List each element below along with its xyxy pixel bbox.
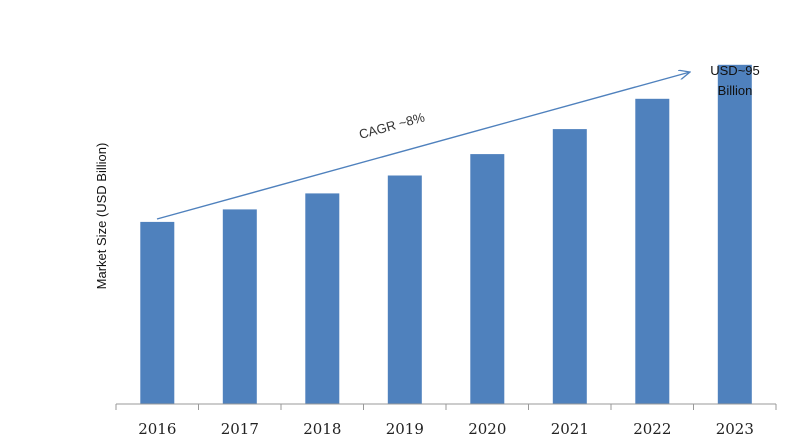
bar-2022	[635, 98, 670, 405]
end-value-label-line2: Billion	[718, 83, 753, 98]
x-tick-label-2016: 2016	[138, 420, 176, 438]
x-axis-tick-labels: 2016 2017 2018 2019 2020 2021 2022 2023	[138, 420, 754, 438]
x-tick-label-2022: 2022	[633, 420, 671, 438]
bar-2018	[305, 193, 340, 404]
x-tick-label-2020: 2020	[468, 420, 506, 438]
x-tick-label-2017: 2017	[221, 420, 259, 438]
x-tick-label-2019: 2019	[386, 420, 424, 438]
y-axis-title: Market Size (USD Billion)	[94, 143, 109, 290]
x-tick-label-2023: 2023	[716, 420, 754, 438]
end-value-label-line1: USD~95	[710, 63, 760, 78]
bars-group	[140, 64, 752, 405]
x-tick-label-2018: 2018	[303, 420, 341, 438]
bar-2019	[387, 175, 422, 404]
cagr-label: CAGR ~8%	[357, 109, 427, 142]
bar-2021	[552, 129, 587, 404]
bar-2016	[140, 221, 175, 404]
cagr-trend-arrow	[156, 72, 690, 220]
x-tick-label-2021: 2021	[551, 420, 589, 438]
bar-2017	[222, 209, 257, 404]
bar-2023	[717, 64, 752, 405]
x-axis-ticks	[115, 404, 777, 410]
bar-2020	[470, 154, 505, 404]
